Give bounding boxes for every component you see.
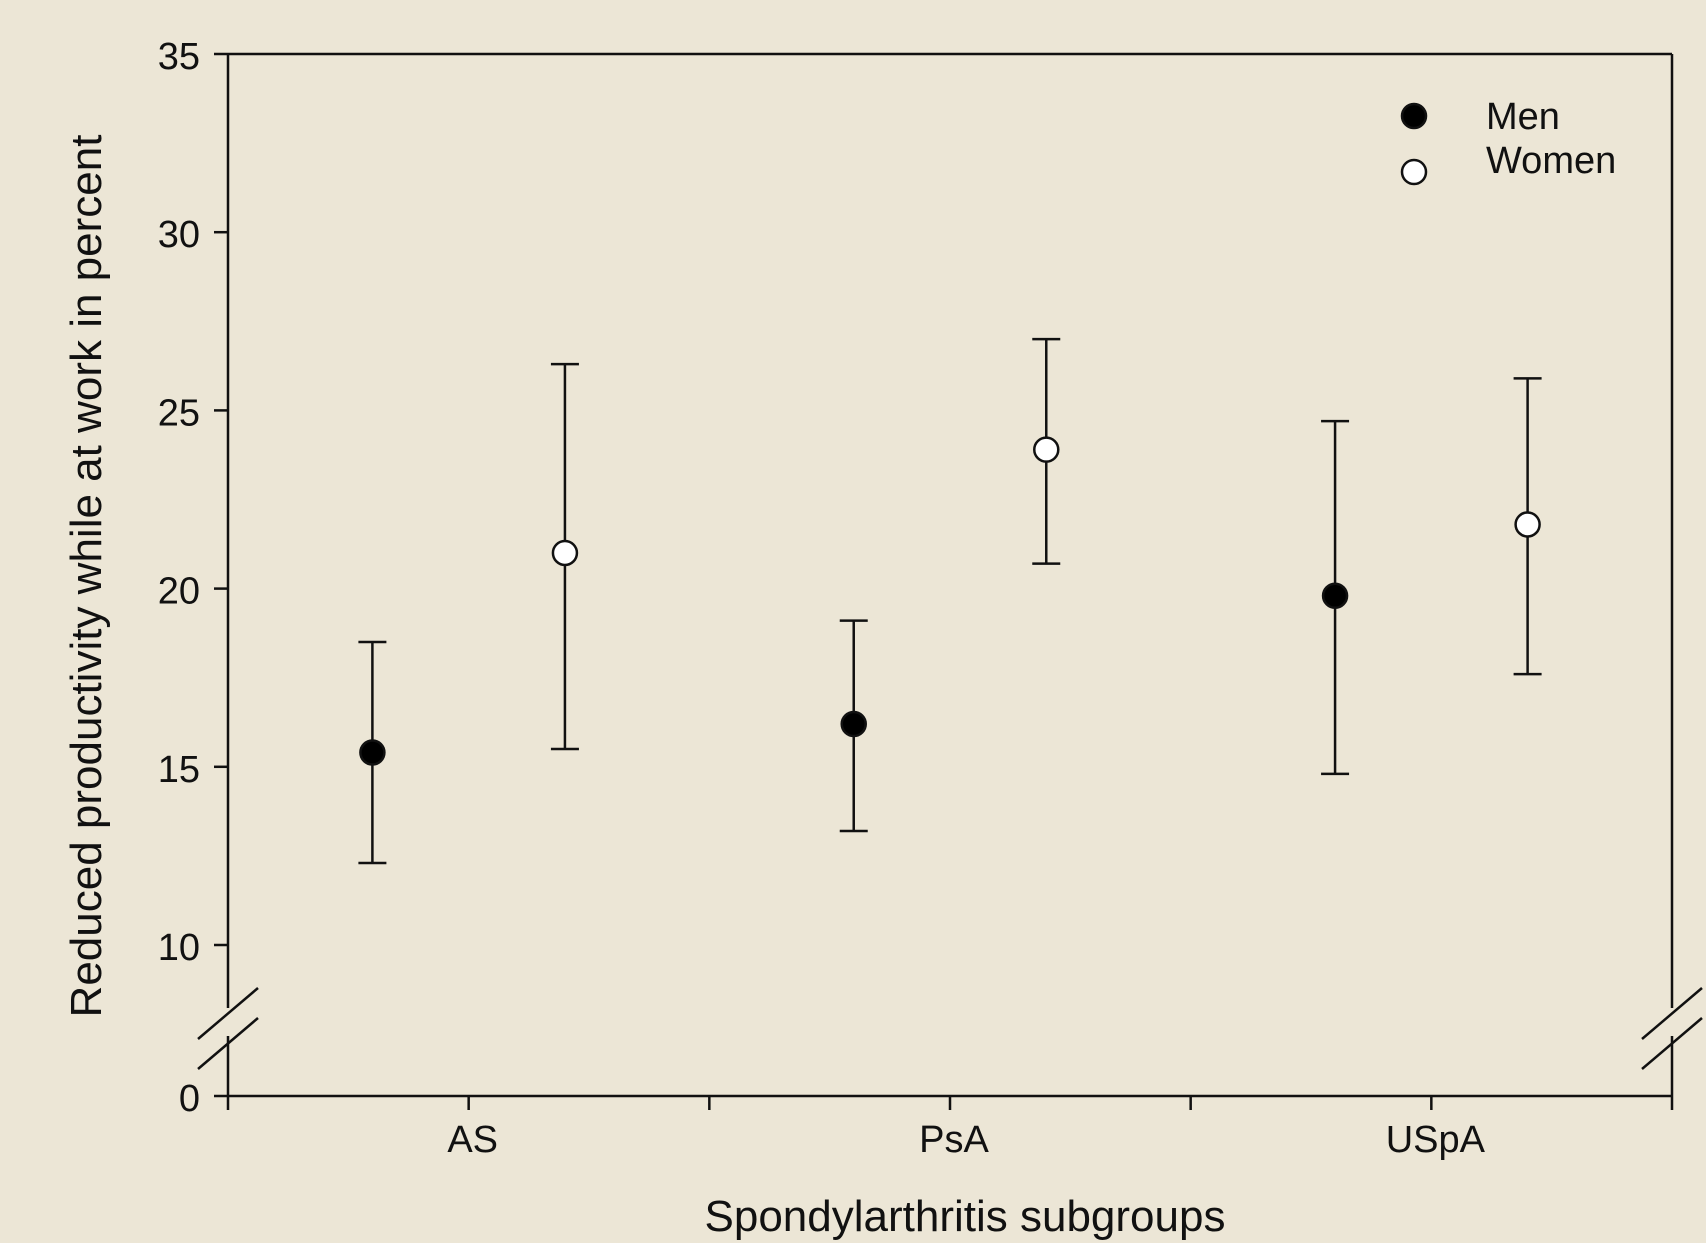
x-axis-label: Spondylarthritis subgroups: [705, 1192, 1226, 1241]
axis-break-mark-left: [197, 987, 259, 1040]
y-tick-label: 35: [158, 36, 200, 78]
axis-break-mark-right: [1641, 1017, 1703, 1070]
legend-women-marker: [1400, 158, 1428, 186]
y-tick-label: 15: [158, 749, 200, 791]
women-point: [1033, 436, 1060, 463]
y-tick-label: 30: [158, 214, 200, 256]
y-tick-label: 25: [158, 392, 200, 434]
women-point: [1514, 511, 1541, 538]
men-point: [840, 710, 867, 738]
x-tick-label: PsA: [919, 1119, 989, 1161]
axes: 0 10 15 20 25 30 35 AS PsA USpA: [158, 36, 1703, 1161]
y-tick-label: 0: [179, 1078, 200, 1120]
legend-men-marker: [1400, 102, 1428, 130]
women-point: [551, 539, 579, 567]
men-point: [1321, 582, 1349, 609]
x-tick-label: AS: [447, 1119, 498, 1161]
axis-break-mark-right: [1641, 987, 1703, 1040]
y-axis-label: Reduced productivity while at work in pe…: [62, 135, 111, 1018]
y-tick-label: 20: [158, 571, 200, 613]
x-tick-label: USpA: [1386, 1119, 1486, 1161]
legend-men-label: Men: [1486, 96, 1560, 138]
axis-break-mark-left: [197, 1017, 259, 1070]
legend-women-label: Women: [1486, 140, 1616, 182]
data-marks: [358, 337, 1542, 865]
men-point: [359, 739, 386, 766]
y-tick-label: 10: [158, 927, 200, 969]
